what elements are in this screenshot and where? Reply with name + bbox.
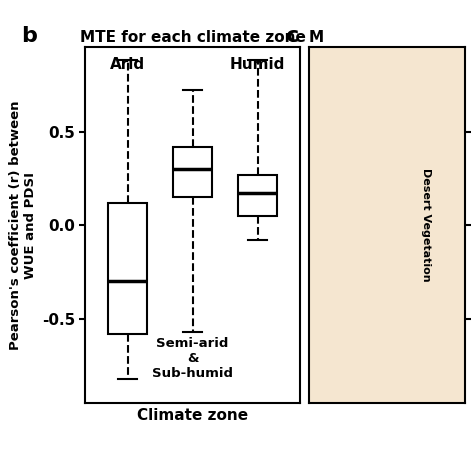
Text: c: c bbox=[286, 26, 299, 46]
Text: Humid: Humid bbox=[230, 57, 285, 72]
PathPatch shape bbox=[173, 146, 212, 197]
PathPatch shape bbox=[108, 203, 147, 334]
PathPatch shape bbox=[238, 174, 277, 216]
Title: MTE for each climate zone: MTE for each climate zone bbox=[80, 30, 306, 45]
X-axis label: Climate zone: Climate zone bbox=[137, 409, 248, 423]
Text: Semi-arid
&
Sub-humid: Semi-arid & Sub-humid bbox=[152, 337, 233, 381]
Text: M: M bbox=[309, 30, 324, 45]
Text: Desert Vegetation: Desert Vegetation bbox=[420, 168, 431, 282]
Text: b: b bbox=[21, 26, 37, 46]
Text: Arid: Arid bbox=[110, 57, 145, 72]
Y-axis label: Pearson's coefficient (r) between
WUE and PDSI: Pearson's coefficient (r) between WUE an… bbox=[9, 100, 37, 350]
